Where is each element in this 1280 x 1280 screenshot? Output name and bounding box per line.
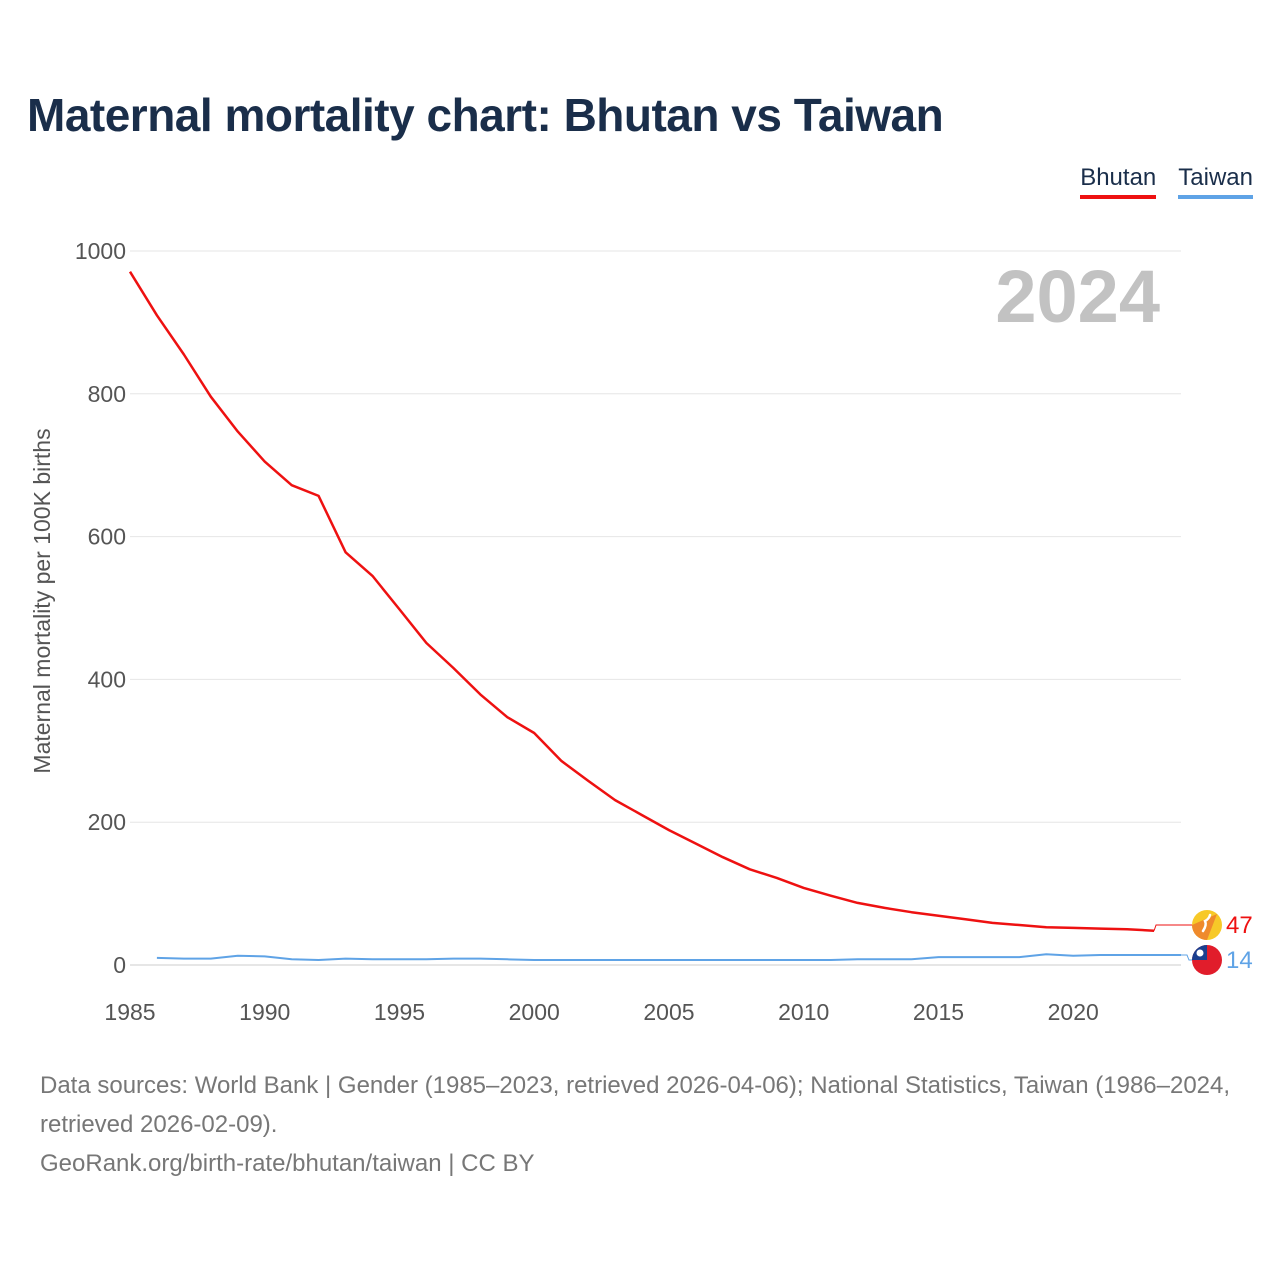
- x-tick-label: 1995: [374, 999, 425, 1025]
- y-axis-ticks: 0 200 400 600 800 1000: [75, 238, 126, 978]
- y-tick-label: 200: [88, 809, 126, 835]
- bhutan-end-value: 47: [1226, 912, 1253, 939]
- y-axis-label: Maternal mortality per 100K births: [29, 428, 55, 773]
- y-tick-label: 400: [88, 666, 126, 692]
- bhutan-end-connector: [1153, 924, 1193, 931]
- series-lines: [128, 271, 1181, 961]
- x-axis-ticks: 1985 1990 1995 2000 2005 2010 2015 2020: [104, 999, 1098, 1025]
- taiwan-end-value: 14: [1226, 947, 1253, 974]
- y-tick-label: 0: [113, 952, 126, 978]
- taiwan-flag-icon: [1192, 945, 1222, 975]
- year-watermark: 2024: [995, 255, 1160, 338]
- series-line-bhutan[interactable]: [128, 271, 1155, 932]
- x-tick-label: 2015: [913, 999, 964, 1025]
- grid-lines: [130, 250, 1181, 966]
- legend: Bhutan Taiwan: [1080, 164, 1253, 199]
- credit-line: GeoRank.org/birth-rate/bhutan/taiwan | C…: [40, 1150, 535, 1177]
- bhutan-flag-icon: [1192, 910, 1222, 940]
- taiwan-end-connector: [1181, 954, 1193, 961]
- footer: Data sources: World Bank | Gender (1985–…: [40, 1066, 1240, 1183]
- y-tick-label: 800: [88, 381, 126, 407]
- x-tick-label: 1990: [239, 999, 290, 1025]
- legend-item-taiwan[interactable]: Taiwan: [1178, 164, 1253, 199]
- chart-title: Maternal mortality chart: Bhutan vs Taiw…: [27, 89, 944, 141]
- x-tick-label: 2000: [509, 999, 560, 1025]
- x-tick-label: 2005: [643, 999, 694, 1025]
- legend-item-bhutan[interactable]: Bhutan: [1080, 164, 1157, 199]
- x-tick-label: 1985: [104, 999, 155, 1025]
- series-line-taiwan[interactable]: [156, 953, 1181, 961]
- line-chart: 2024 0 200 400 600 800 1000 1985 1990 1995 2000 2…: [29, 238, 1253, 1025]
- y-tick-label: 1000: [75, 238, 126, 264]
- data-sources: Data sources: World Bank | Gender (1985–…: [40, 1072, 1231, 1138]
- y-tick-label: 600: [88, 524, 126, 550]
- x-tick-label: 2020: [1048, 999, 1099, 1025]
- x-tick-label: 2010: [778, 999, 829, 1025]
